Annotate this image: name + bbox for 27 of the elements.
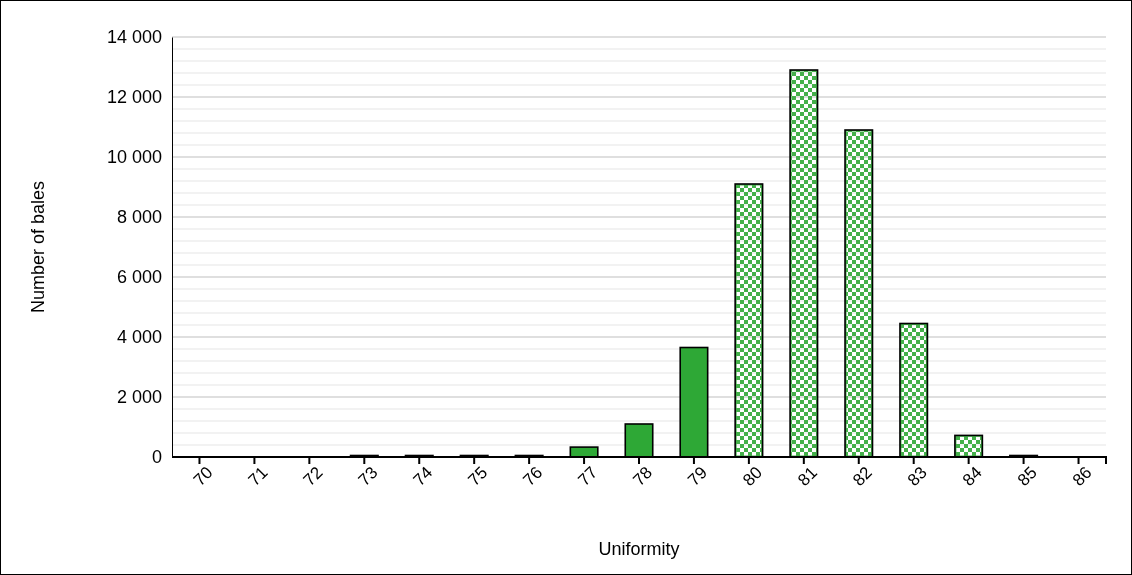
y-tick-label: 10 000: [106, 147, 162, 168]
x-axis-title: Uniformity: [598, 539, 680, 559]
x-tick-label: 84: [958, 463, 986, 490]
y-tick-label: 8 000: [116, 207, 162, 228]
y-tick-label: 14 000: [106, 27, 162, 48]
x-tick-label: 83: [904, 463, 931, 490]
x-tick-label: 79: [684, 463, 712, 490]
x-tick-label: 72: [299, 463, 327, 490]
y-axis-title: Number of bales: [28, 180, 48, 314]
x-tick-label: 85: [1013, 463, 1041, 490]
x-tick-label: 71: [244, 463, 272, 490]
x-tick-label: 77: [574, 463, 602, 490]
y-tick-label: 12 000: [106, 87, 162, 108]
x-tick-label: 78: [629, 463, 657, 490]
x-tick-label: 81: [794, 463, 821, 490]
x-tick-label: 70: [189, 463, 217, 490]
x-tick-label: 75: [464, 463, 492, 490]
x-tick-label: 82: [849, 463, 876, 490]
x-tick-label: 76: [519, 463, 547, 490]
y-tick-label: 0: [151, 447, 162, 468]
y-tick-label: 2 000: [116, 387, 162, 408]
y-tick-label: 4 000: [116, 327, 162, 348]
x-tick-label: 80: [739, 463, 766, 490]
y-tick-label: 6 000: [116, 267, 162, 288]
x-tick-label: 73: [354, 463, 382, 490]
x-tick-label: 74: [409, 463, 437, 490]
x-tick-label: 86: [1068, 463, 1096, 490]
